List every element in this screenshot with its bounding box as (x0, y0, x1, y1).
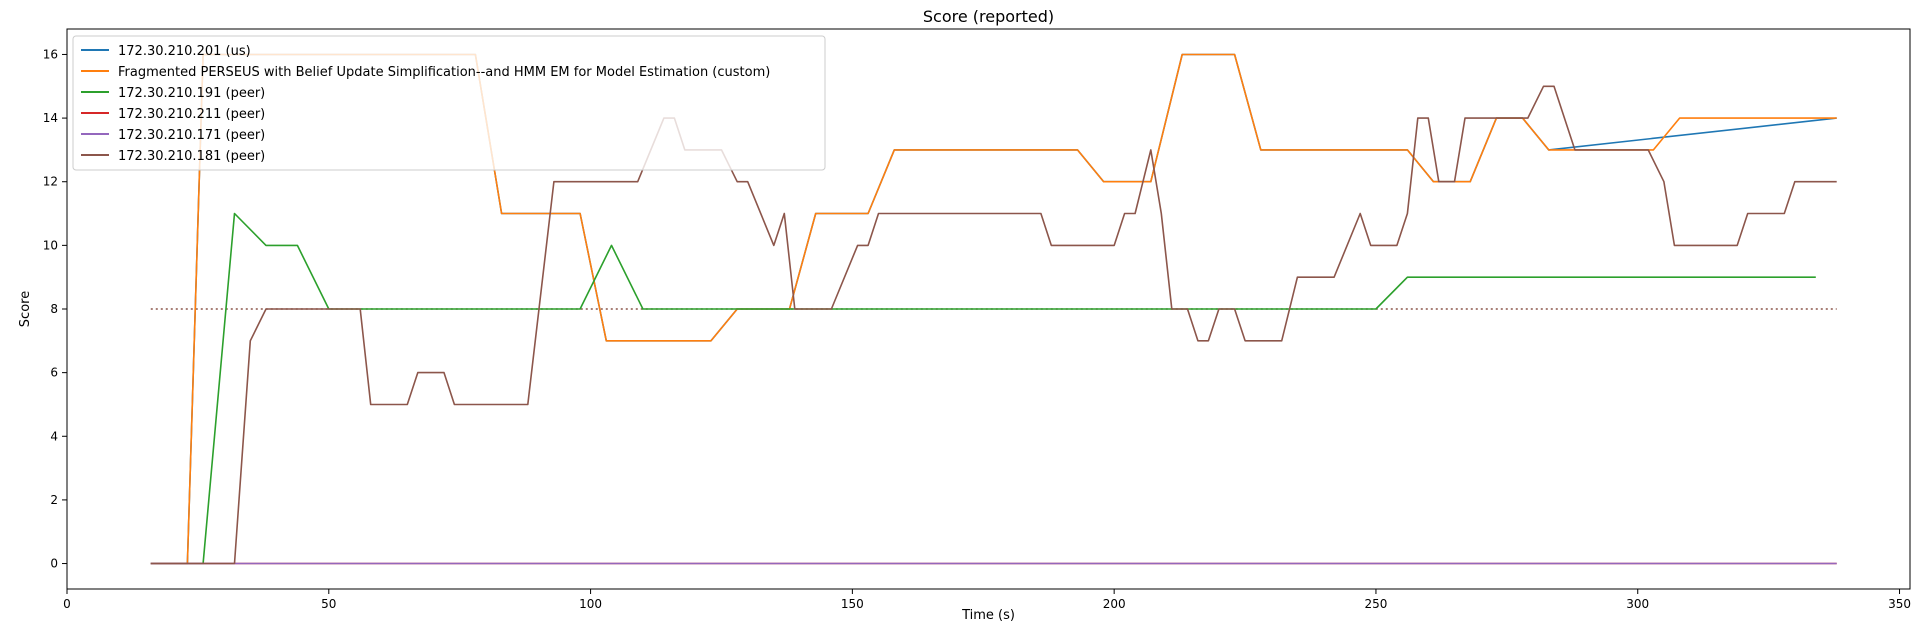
y-tick-label: 12 (43, 175, 58, 189)
x-tick-label: 100 (579, 597, 602, 611)
series-line-2 (150, 212, 1816, 565)
y-tick-label: 10 (43, 238, 58, 252)
y-tick-label: 6 (50, 366, 58, 380)
legend-label-3: 172.30.210.211 (peer) (118, 107, 265, 122)
legend-label-4: 172.30.210.171 (peer) (118, 128, 265, 143)
y-tick-label: 16 (43, 47, 58, 61)
y-tick-label: 0 (50, 557, 58, 571)
x-tick-label: 150 (841, 597, 864, 611)
y-tick-label: 14 (43, 111, 58, 125)
legend-label-1: Fragmented PERSEUS with Belief Update Si… (118, 65, 770, 80)
x-tick-label: 0 (63, 597, 71, 611)
legend-box (72, 35, 826, 171)
y-tick-label: 8 (50, 302, 58, 316)
y-tick-label: 4 (50, 429, 58, 443)
plot-area: 0 50 100 150 200 250 300 350 0 2 4 6 8 10 12 14 16 (43, 28, 1911, 611)
x-tick-label: 200 (1103, 597, 1126, 611)
x-tick-label: 250 (1364, 597, 1387, 611)
x-axis-label: Time (s) (961, 608, 1015, 623)
y-tick-label: 2 (50, 493, 58, 507)
x-tick-label: 50 (321, 597, 336, 611)
legend-label-2: 172.30.210.191 (peer) (118, 86, 265, 101)
legend: 172.30.210.201 (us) Fragmented PERSEUS wi… (72, 35, 826, 171)
legend-label-5: 172.30.210.181 (peer) (118, 149, 265, 164)
x-tick-label: 350 (1888, 597, 1911, 611)
series-line-5 (150, 85, 1837, 565)
chart-title: Score (reported) (923, 7, 1054, 26)
legend-label-0: 172.30.210.201 (us) (118, 44, 251, 59)
x-tick-label: 300 (1626, 597, 1649, 611)
y-axis-label: Score (18, 291, 33, 327)
